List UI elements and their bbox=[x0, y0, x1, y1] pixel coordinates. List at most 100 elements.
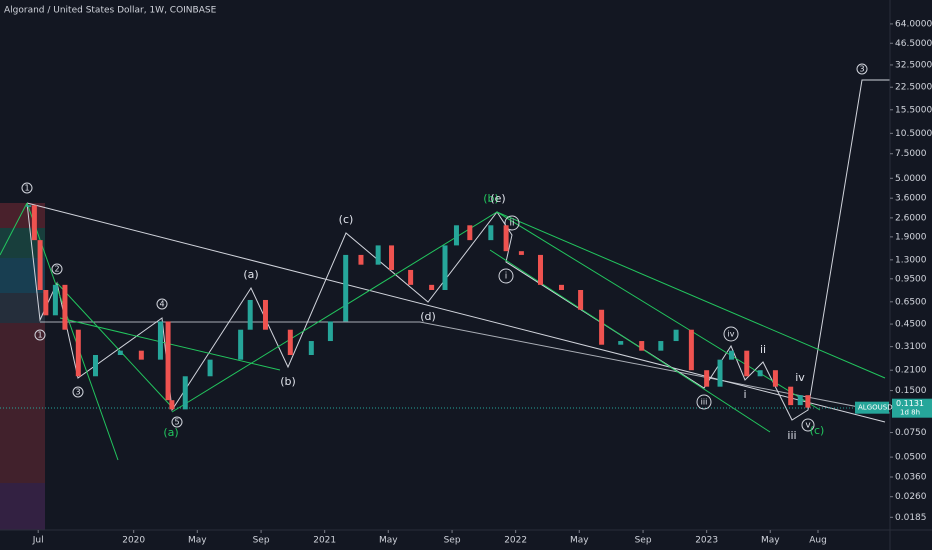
candle bbox=[75, 329, 81, 377]
candle bbox=[52, 284, 58, 316]
x-tick-label: May bbox=[379, 536, 398, 546]
x-tick-label: Sep bbox=[444, 536, 461, 546]
candle bbox=[26, 205, 32, 207]
candle bbox=[537, 254, 543, 285]
y-tick-label: 46.5000 bbox=[895, 39, 932, 49]
price-tag-countdown: 1d 8h bbox=[900, 409, 920, 417]
x-tick-label: 2023 bbox=[695, 536, 718, 546]
wave-label: iii bbox=[787, 429, 796, 442]
symbol-tag bbox=[855, 401, 889, 414]
wave-label: 4 bbox=[159, 300, 164, 309]
candle bbox=[503, 225, 509, 252]
candle bbox=[797, 395, 803, 406]
x-tick-label: 2020 bbox=[122, 536, 145, 546]
wave-label: iv bbox=[728, 330, 735, 339]
y-tick-label: 0.9500 bbox=[895, 274, 927, 284]
candle bbox=[238, 329, 244, 360]
candle bbox=[744, 350, 750, 377]
y-tick-label: 1.3000 bbox=[895, 255, 927, 265]
candle bbox=[247, 299, 253, 330]
y-tick-label: 3.6000 bbox=[895, 194, 927, 204]
wave-label: (b) bbox=[483, 192, 499, 205]
y-tick-label: 2.6000 bbox=[895, 213, 927, 223]
candle bbox=[559, 284, 565, 290]
candle bbox=[772, 370, 778, 387]
candle bbox=[165, 321, 171, 401]
candle bbox=[658, 341, 664, 351]
candle bbox=[343, 254, 349, 322]
candle bbox=[488, 225, 494, 241]
candle bbox=[757, 370, 763, 377]
wave-label: ii bbox=[760, 343, 766, 356]
y-tick-label: 7.5000 bbox=[895, 149, 927, 159]
x-tick-label: May bbox=[570, 536, 589, 546]
candle bbox=[31, 205, 37, 241]
wave-label: (c) bbox=[810, 424, 825, 437]
candle bbox=[704, 370, 710, 387]
y-tick-label: 22.5000 bbox=[895, 83, 932, 93]
candle bbox=[43, 289, 49, 316]
candle bbox=[673, 329, 679, 342]
y-tick-label: 0.0185 bbox=[895, 513, 927, 523]
candle bbox=[578, 289, 584, 310]
wave-label: (a) bbox=[243, 268, 258, 281]
y-tick-label: 1.9000 bbox=[895, 232, 927, 242]
y-tick-label: 0.0750 bbox=[895, 428, 927, 438]
candle bbox=[728, 350, 734, 360]
y-tick-label: 0.6500 bbox=[895, 297, 927, 307]
y-tick-label: 10.5000 bbox=[895, 129, 932, 139]
candle bbox=[157, 321, 163, 360]
wave-label: (a) bbox=[163, 426, 178, 439]
wave-label: 1 bbox=[37, 331, 42, 340]
candle bbox=[308, 341, 314, 355]
candle bbox=[207, 359, 213, 377]
x-tick-label: Sep bbox=[635, 536, 652, 546]
candle bbox=[169, 400, 175, 410]
y-tick-label: 0.0260 bbox=[895, 492, 927, 502]
wave-label: 3 bbox=[75, 388, 80, 397]
candle bbox=[117, 350, 123, 355]
wave-lines bbox=[0, 79, 901, 461]
candle bbox=[287, 329, 293, 355]
y-tick-label: 0.0360 bbox=[895, 472, 927, 482]
wave-label: 5 bbox=[174, 418, 179, 427]
candle bbox=[138, 350, 144, 360]
y-tick-label: 0.0500 bbox=[895, 453, 927, 463]
wave-label: i bbox=[743, 388, 746, 401]
candle bbox=[429, 284, 435, 290]
x-tick-label: Jul bbox=[32, 536, 44, 546]
candle bbox=[453, 225, 459, 246]
wave-label: ii bbox=[509, 219, 514, 229]
wave-label: 1 bbox=[24, 184, 29, 193]
candle bbox=[389, 245, 395, 270]
wave-label: 2 bbox=[54, 265, 59, 274]
candle bbox=[262, 299, 268, 330]
price-tag bbox=[892, 398, 932, 418]
price-tag-value: 0.1131 bbox=[896, 399, 924, 408]
x-tick-label: Aug bbox=[809, 536, 827, 546]
wave-label: iii bbox=[701, 398, 708, 407]
candle bbox=[717, 359, 723, 387]
candle bbox=[618, 341, 624, 345]
symbol-tag-label: ALGOUSD bbox=[858, 404, 893, 412]
wave-label: 3 bbox=[859, 65, 864, 74]
wave-label: (c) bbox=[339, 213, 354, 226]
x-tick-label: 2021 bbox=[313, 536, 336, 546]
price-axis bbox=[890, 0, 932, 550]
wave-label: (b) bbox=[280, 375, 296, 388]
wave-label: (e) bbox=[490, 192, 505, 205]
candle bbox=[518, 251, 524, 255]
wave-label: v bbox=[805, 421, 811, 431]
candle bbox=[182, 376, 188, 410]
x-tick-label: 2022 bbox=[504, 536, 527, 546]
candle bbox=[327, 321, 333, 342]
x-tick-label: May bbox=[188, 536, 207, 546]
candle bbox=[467, 225, 473, 241]
candle bbox=[442, 245, 448, 290]
candle bbox=[92, 354, 98, 377]
wave-labels: 1 2 1 3 4 5 (a) (a) (b) (c) (d) (b) (e) … bbox=[21, 63, 868, 442]
candle bbox=[62, 284, 68, 330]
candle bbox=[375, 245, 381, 265]
wave-label: (d) bbox=[420, 310, 436, 323]
